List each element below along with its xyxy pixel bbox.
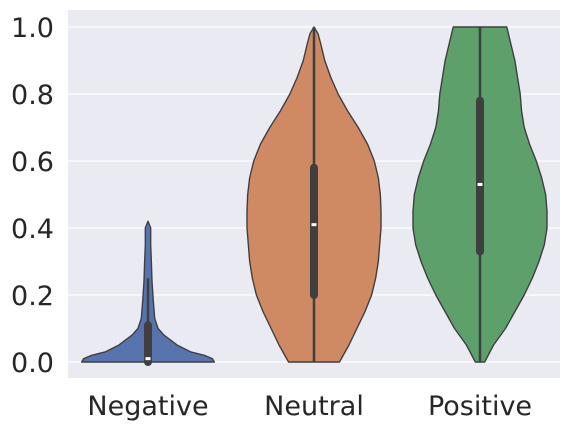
violins [80, 26, 548, 366]
y-tick-label: 0.2 [11, 281, 54, 312]
y-tick-label: 0.0 [11, 348, 54, 379]
violin-negative [80, 220, 216, 366]
violin-positive [412, 26, 548, 363]
median-marker [311, 223, 317, 227]
x-axis-ticks: Negative Neutral Positive [87, 391, 532, 422]
violin-neutral [246, 26, 382, 363]
median-marker [477, 182, 483, 186]
x-tick-label: Neutral [264, 391, 364, 422]
x-tick-label: Positive [428, 391, 532, 422]
y-tick-label: 1.0 [11, 13, 54, 44]
y-tick-label: 0.8 [11, 80, 54, 111]
x-tick-label: Negative [87, 391, 208, 422]
y-tick-label: 0.6 [11, 147, 54, 178]
y-tick-label: 0.4 [11, 214, 54, 245]
median-marker [145, 357, 151, 361]
y-axis-ticks: 0.0 0.2 0.4 0.6 0.8 1.0 [11, 13, 54, 379]
